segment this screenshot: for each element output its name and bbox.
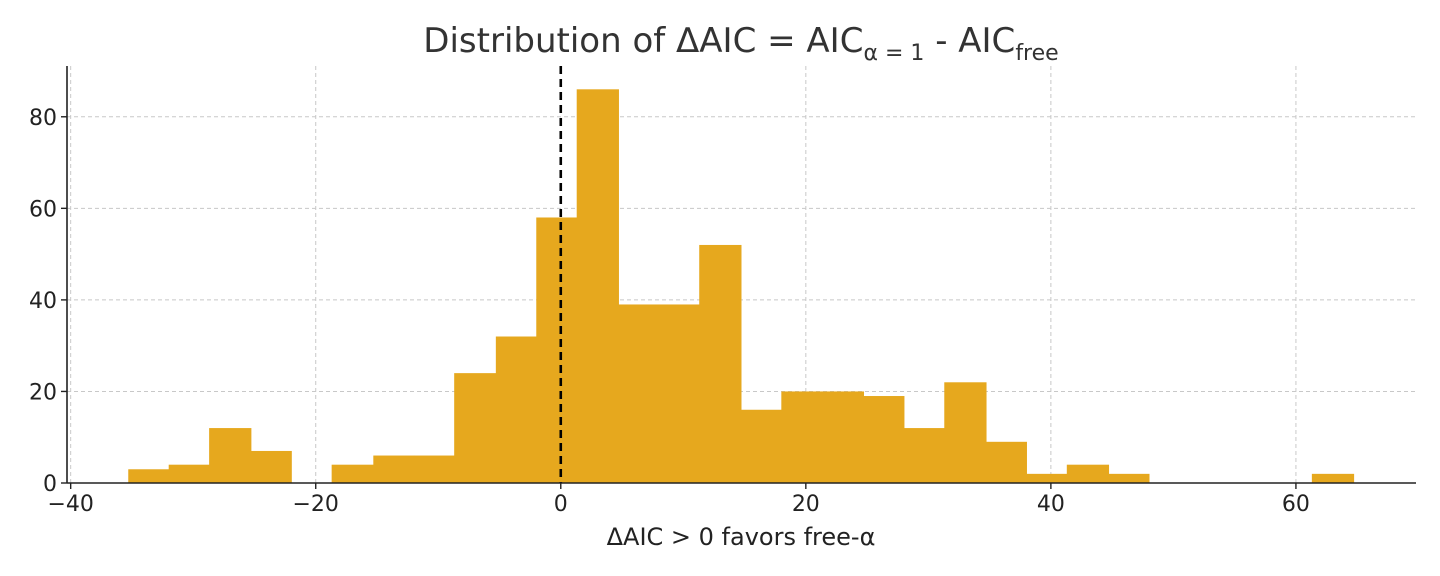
chart-title-subscript-free: free (1015, 41, 1058, 66)
y-tick-label-3: 60 (29, 197, 57, 222)
histogram-bar-16 (781, 391, 823, 483)
histogram-bar-3 (250, 450, 292, 483)
x-tick-label-4: 40 (1037, 492, 1065, 517)
axes (66, 66, 1416, 484)
y-axis-ticks: 0 20 40 60 80 (29, 106, 67, 497)
x-tick-label-0: −40 (47, 492, 93, 517)
grid-lines (67, 66, 1416, 483)
histogram-bar-6 (373, 455, 415, 483)
y-tick-label-0: 0 (43, 472, 57, 497)
x-tick-label-5: 60 (1282, 492, 1310, 517)
y-tick-label-4: 80 (29, 106, 57, 131)
histogram-bar-10 (536, 217, 578, 483)
histogram-bar-2 (209, 428, 252, 483)
chart-title: Distribution of ΔAIC = AICα = 1 - AICfre… (423, 21, 1058, 66)
histogram-bar-11 (576, 89, 619, 484)
histogram-bar-21 (985, 441, 1027, 483)
histogram-bar-14 (699, 244, 742, 483)
histogram-bar-15 (740, 409, 782, 483)
x-tick-label-2: 0 (554, 492, 568, 517)
histogram-bar-22 (1026, 473, 1068, 483)
x-axis-ticks: −40 −20 0 20 40 60 (47, 483, 1310, 517)
histogram-bar-24 (1108, 473, 1150, 483)
histogram-bar-12 (618, 304, 660, 483)
histogram-bar-18 (863, 396, 905, 483)
histogram-bar-0 (128, 469, 170, 483)
histogram-bars (128, 89, 1355, 484)
histogram-bar-9 (495, 336, 537, 483)
x-axis-label: ΔAIC > 0 favors free-α (607, 523, 876, 551)
histogram-bar-7 (413, 455, 455, 483)
chart-title-prefix: Distribution of ΔAIC = AIC (423, 21, 863, 61)
histogram-bar-23 (1066, 464, 1110, 483)
y-tick-label-2: 40 (29, 289, 57, 314)
chart-title-subscript-alpha: α = 1 (863, 41, 924, 66)
histogram-bar-17 (821, 391, 865, 483)
histogram-bar-13 (658, 304, 700, 483)
histogram-bar-29 (1311, 473, 1355, 483)
y-tick-label-1: 20 (29, 380, 57, 405)
histogram-bar-1 (168, 464, 210, 483)
histogram-bar-5 (331, 464, 374, 483)
chart-title-middle: - AIC (924, 21, 1015, 61)
histogram-bar-19 (903, 428, 945, 483)
x-tick-label-1: −20 (293, 492, 339, 517)
histogram-bar-20 (944, 382, 987, 483)
histogram-bar-8 (454, 373, 497, 483)
x-tick-label-3: 20 (792, 492, 820, 517)
